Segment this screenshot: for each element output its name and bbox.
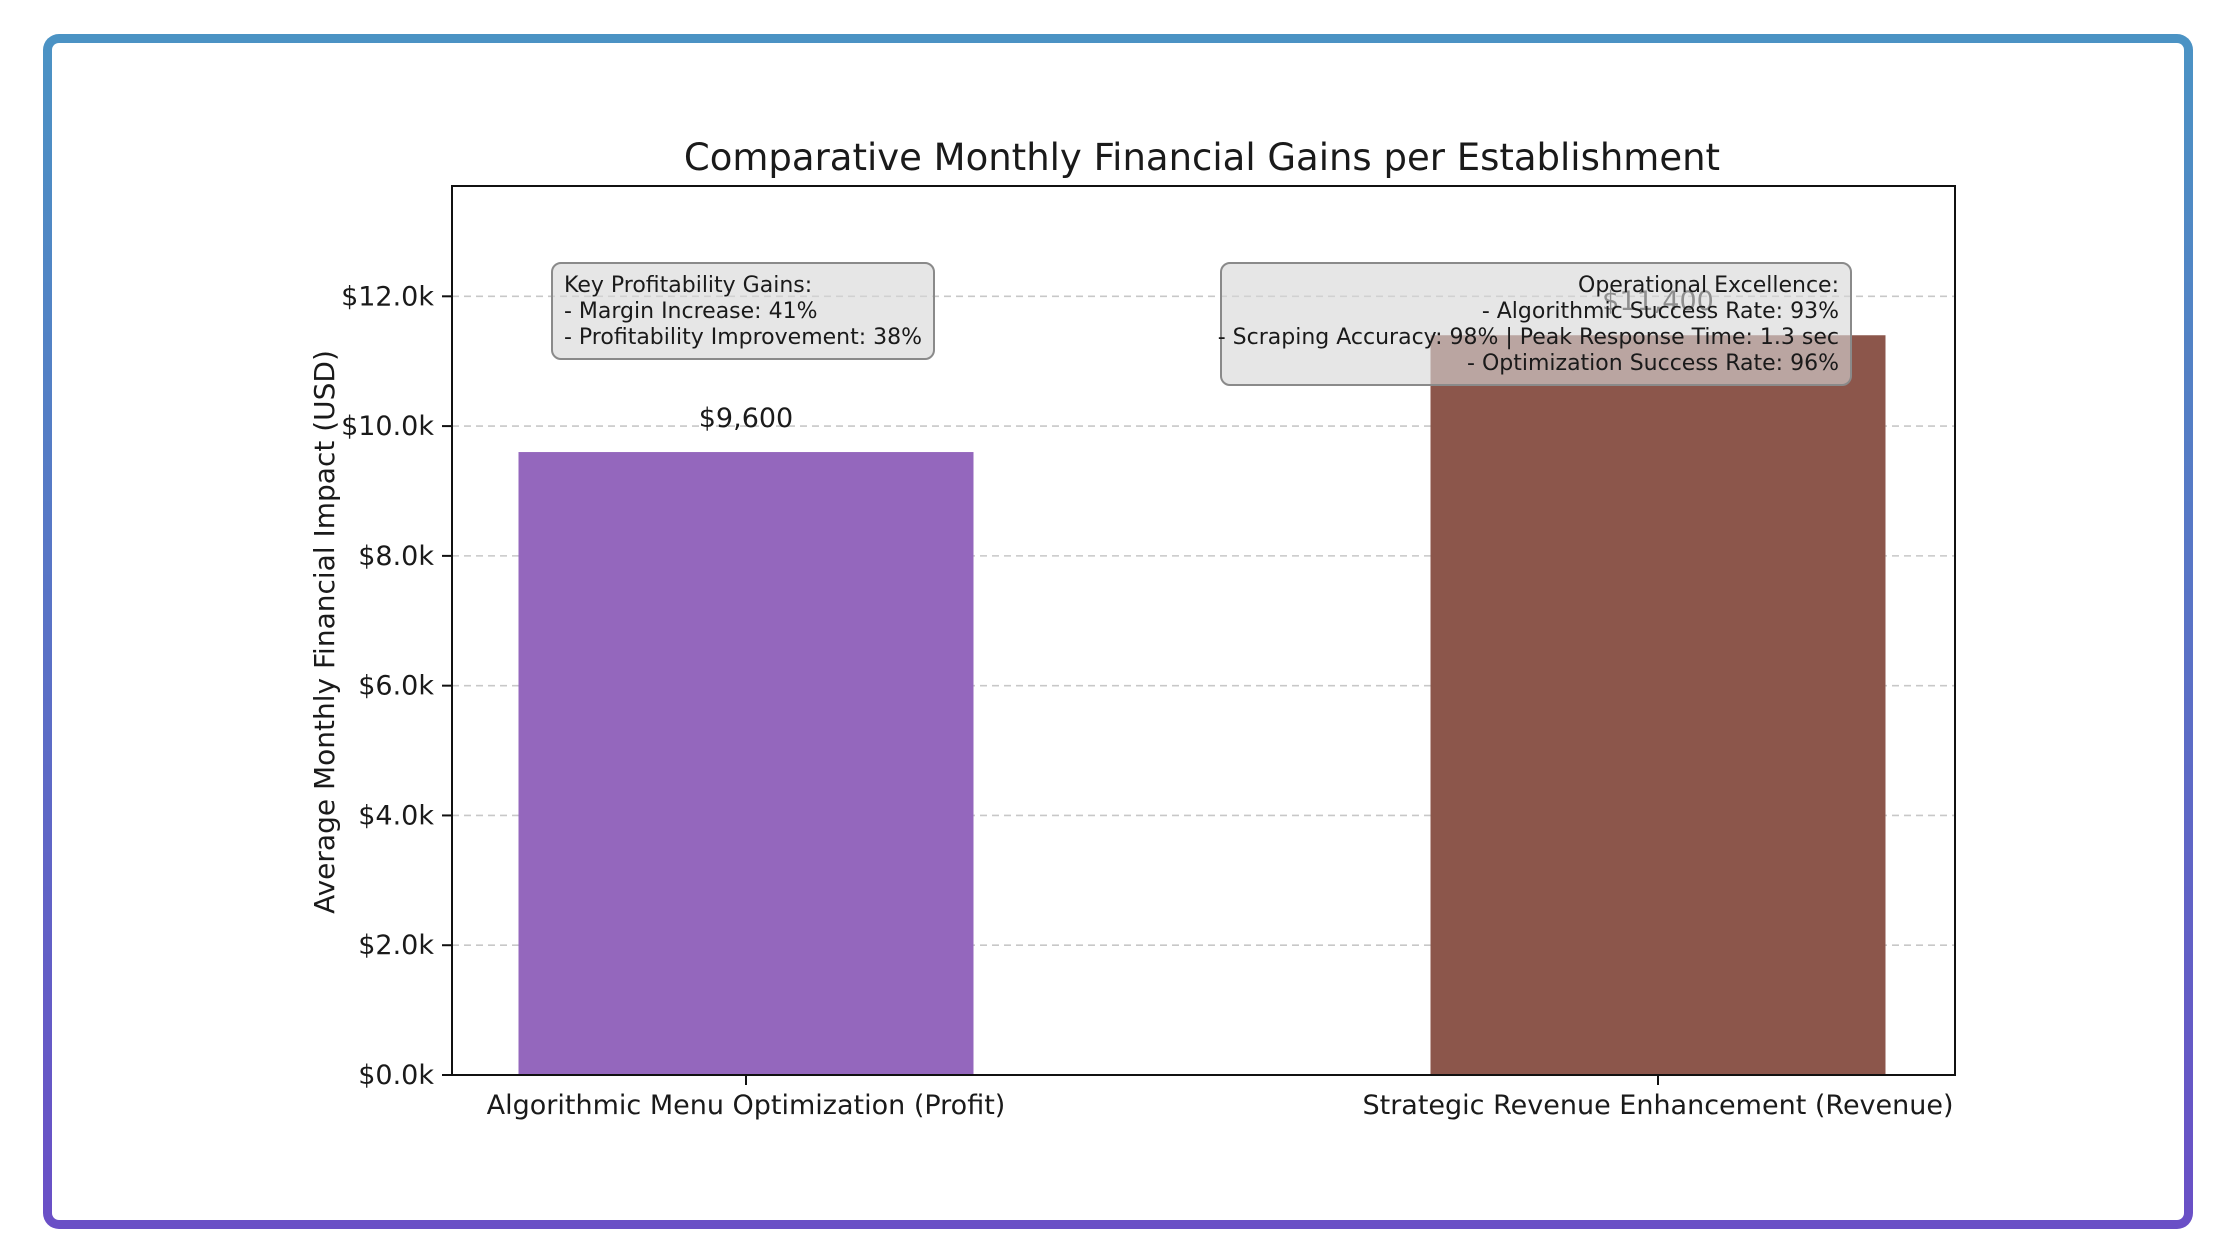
x-axis-ticks: Algorithmic Menu Optimization (Profit) St… [487, 1075, 1954, 1121]
y-tick-label: $6.0k [358, 671, 434, 702]
annotation-box-background [1220, 262, 1852, 386]
annotation-line: Operational Excellence: [1578, 273, 1839, 298]
bars [518, 335, 1886, 1075]
annotation-line: - Optimization Success Rate: 96% [1467, 351, 1839, 376]
annotation-line: - Algorithmic Success Rate: 93% [1482, 299, 1839, 324]
annotation-box-background [551, 262, 935, 360]
annotation-box-2: Operational Excellence:- Algorithmic Suc… [1218, 262, 1852, 386]
bar-2 [1430, 335, 1886, 1075]
annotation-line: - Scraping Accuracy: 98% | Peak Response… [1218, 325, 1839, 350]
bar-value-label-1: $9,600 [699, 403, 793, 434]
x-tick-label: Strategic Revenue Enhancement (Revenue) [1362, 1090, 1953, 1121]
y-tick-label: $8.0k [358, 541, 434, 572]
chart-title: Comparative Monthly Financial Gains per … [684, 136, 1720, 179]
y-tick-label: $12.0k [341, 281, 434, 312]
y-tick-label: $0.0k [358, 1060, 434, 1091]
bar-1 [518, 452, 974, 1075]
y-tick-label: $4.0k [358, 800, 434, 831]
x-tick-label: Algorithmic Menu Optimization (Profit) [487, 1090, 1006, 1121]
y-tick-label: $2.0k [358, 930, 434, 961]
annotation-box-1: Key Profitability Gains: - Margin Increa… [551, 262, 935, 360]
annotation-line: Key Profitability Gains: [564, 273, 812, 298]
y-tick-label: $10.0k [341, 411, 434, 442]
y-axis-ticks: $0.0k $2.0k $4.0k $6.0k $8.0k $10.0k $12.0k [341, 281, 452, 1091]
y-axis-title: Average Monthly Financial Impact (USD) [308, 350, 341, 914]
annotation-line: - Margin Increase: 41% [564, 299, 817, 324]
annotations: Key Profitability Gains: - Margin Increa… [551, 262, 1852, 386]
annotation-line: - Profitability Improvement: 38% [564, 325, 922, 350]
plot-area-border [451, 185, 1956, 1076]
